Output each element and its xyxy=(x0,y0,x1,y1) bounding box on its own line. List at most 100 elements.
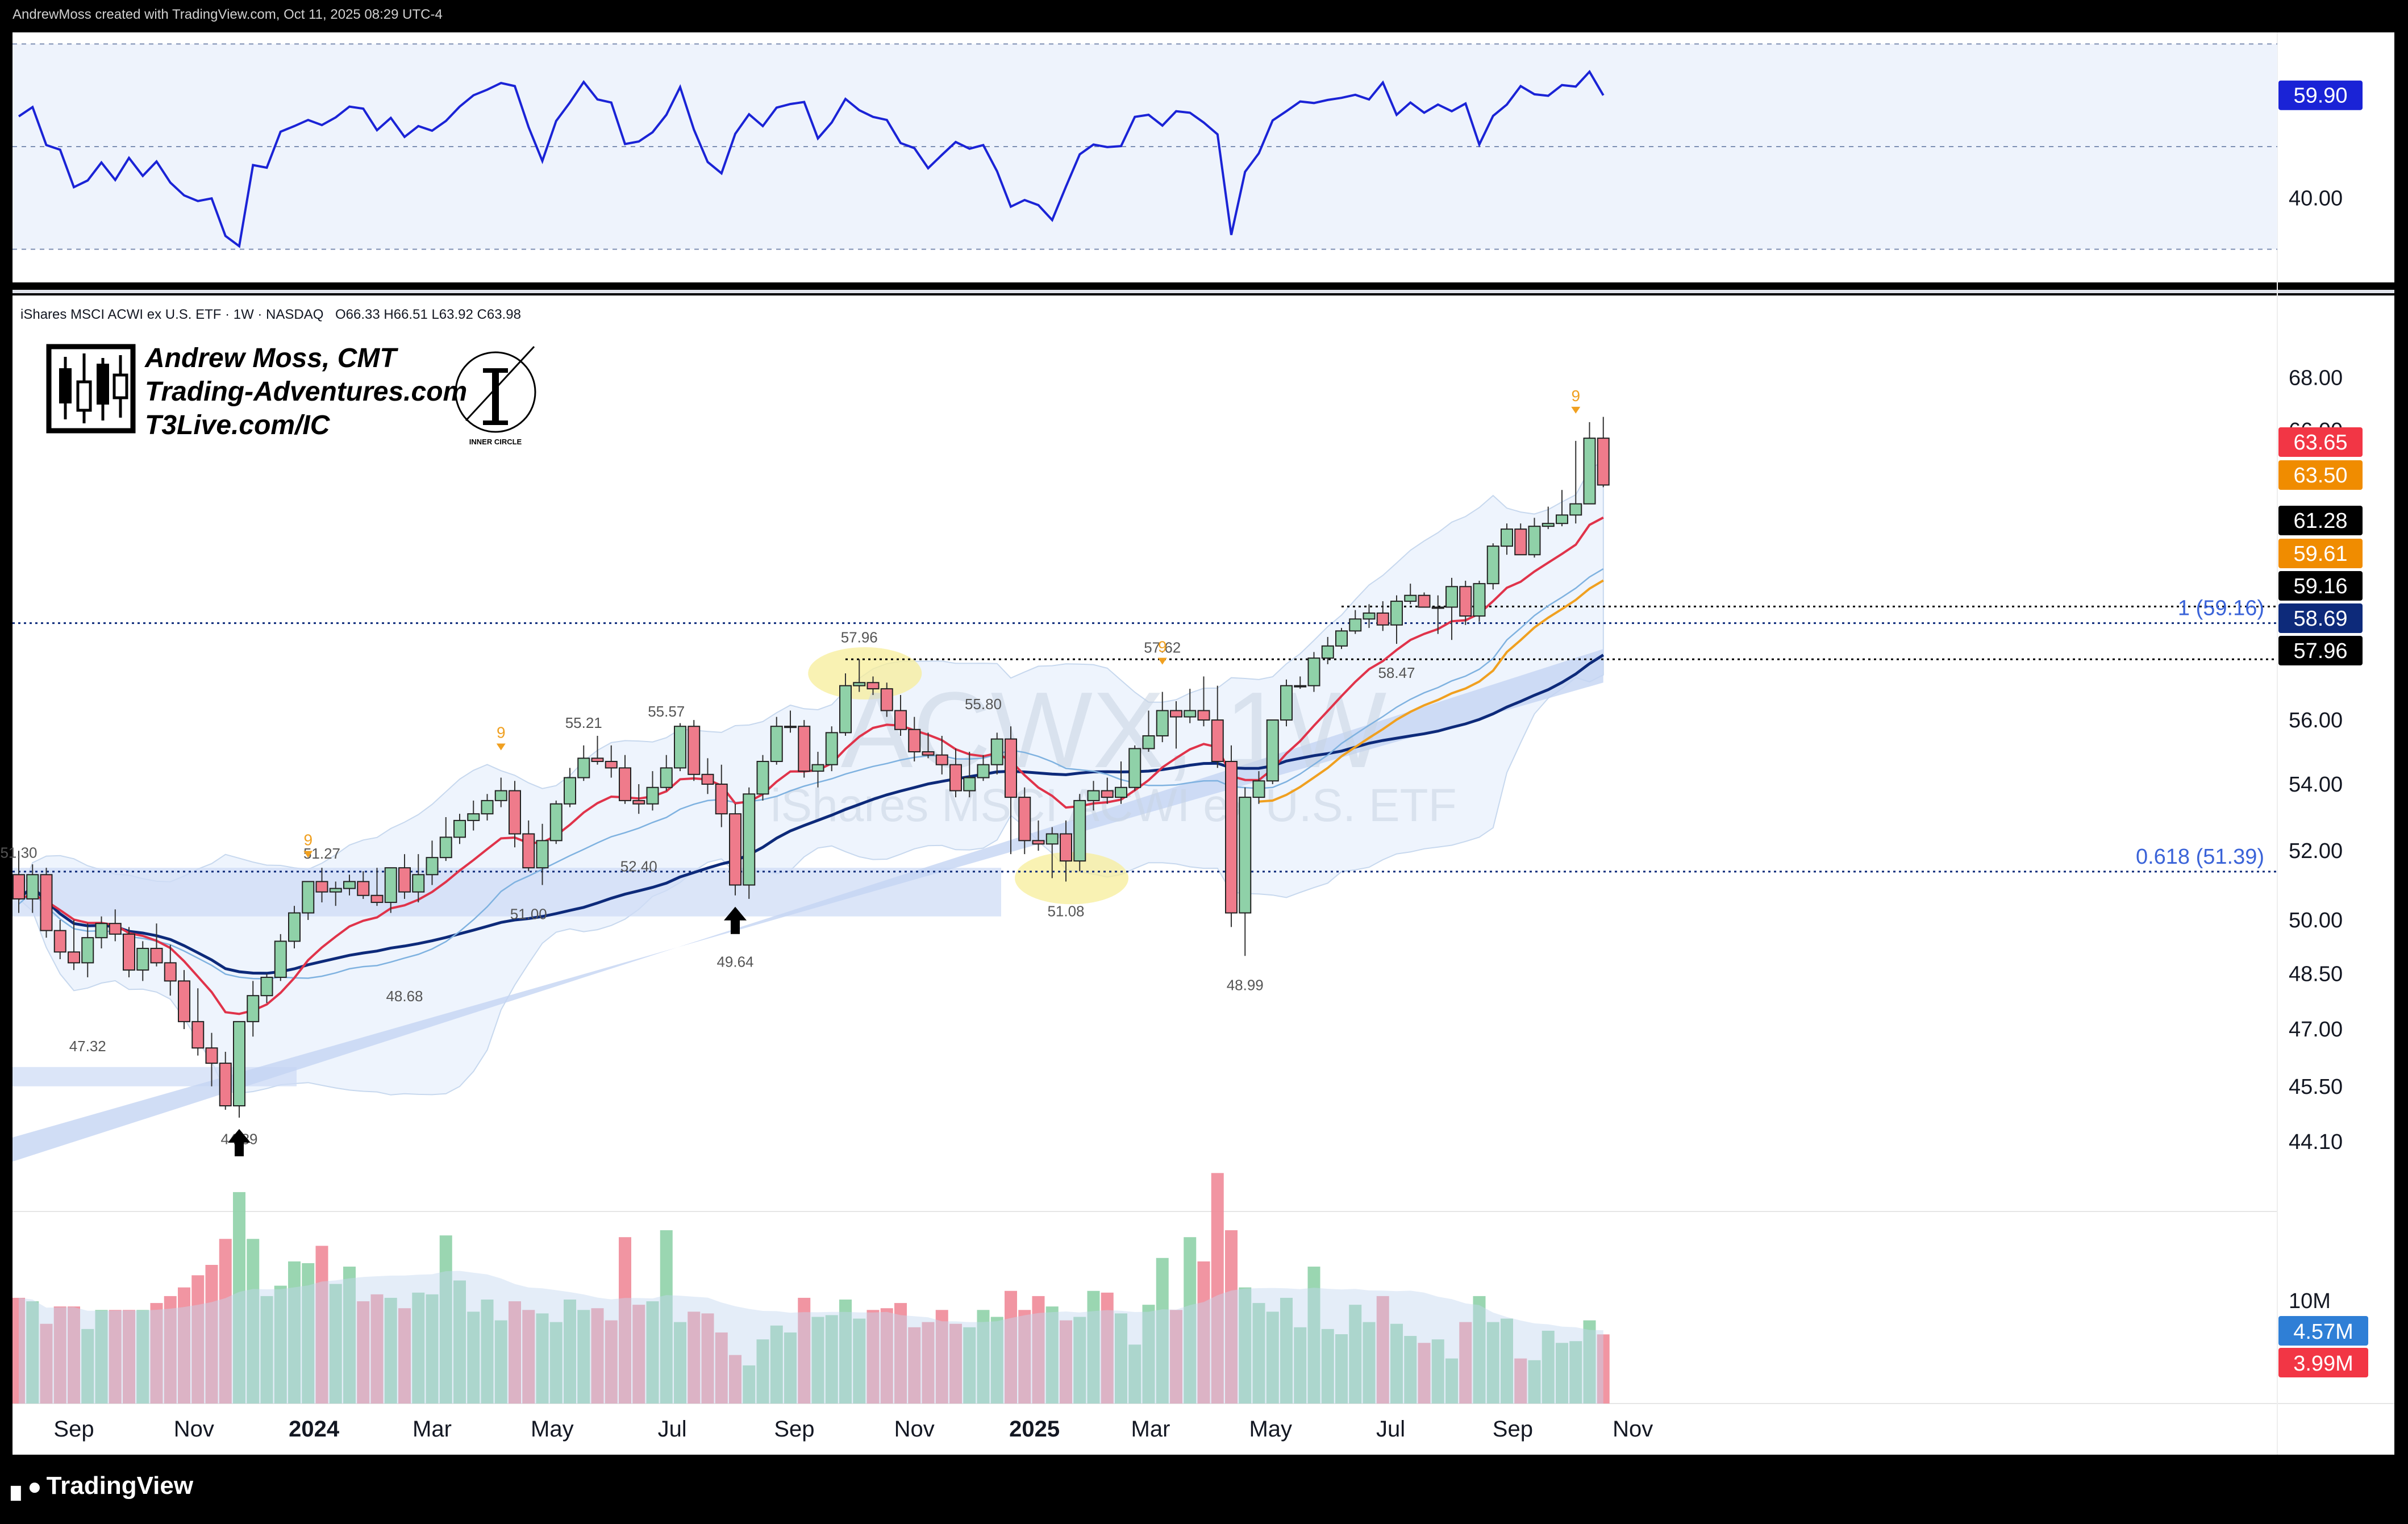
candle-down xyxy=(922,751,935,756)
volume-bar xyxy=(811,1317,824,1404)
candle-up xyxy=(1445,586,1458,608)
price-tag-label: 59.61 xyxy=(2293,542,2347,566)
candle-up xyxy=(977,764,990,778)
volume-bar xyxy=(605,1320,618,1404)
candle-down xyxy=(315,881,328,893)
candle-up xyxy=(260,976,273,997)
volume-bar xyxy=(1501,1318,1513,1404)
price-annotation: 48.68 xyxy=(386,988,423,1005)
volume-bar xyxy=(619,1237,631,1404)
time-axis-label: Mar xyxy=(1131,1417,1170,1442)
candle-down xyxy=(109,923,122,935)
volume-bar xyxy=(1142,1305,1155,1404)
td-sequential-label: 9 xyxy=(497,724,506,742)
candle-up xyxy=(1583,438,1596,505)
volume-bar xyxy=(674,1322,686,1404)
volume-bar xyxy=(164,1296,177,1404)
volume-bar xyxy=(315,1246,328,1404)
volume-bar xyxy=(509,1301,521,1404)
candle-down xyxy=(894,710,907,730)
volume-bar xyxy=(549,1322,563,1404)
candle-down xyxy=(605,761,618,769)
brand-name: Andrew Moss, CMT xyxy=(144,343,398,373)
time-axis-label: Jul xyxy=(658,1417,687,1442)
volume-bar xyxy=(564,1300,576,1404)
price-annotation: 57.62 xyxy=(1144,639,1181,656)
volume-bar xyxy=(1583,1320,1596,1404)
annotations-layer: 51.3047.3244.8951.2748.6851.0055.2152.40… xyxy=(0,387,1581,1156)
candle-up xyxy=(1266,719,1279,782)
buy-arrow-icon xyxy=(724,906,747,934)
volume-bar xyxy=(646,1301,659,1404)
candle-up xyxy=(494,790,507,801)
candle-up xyxy=(564,777,576,805)
candle-down xyxy=(164,962,177,982)
volume-bar xyxy=(205,1265,218,1404)
candle-down xyxy=(701,773,714,785)
volume-bar xyxy=(1404,1336,1417,1404)
rsi-last-value-tag xyxy=(2278,80,2363,110)
volume-bar xyxy=(1473,1296,1486,1404)
candle-down xyxy=(370,894,384,903)
volume-bar xyxy=(1101,1292,1114,1404)
candle-down xyxy=(1170,710,1182,718)
candle-up xyxy=(467,813,480,821)
volume-bar xyxy=(1115,1313,1127,1404)
volume-bar xyxy=(1349,1305,1362,1404)
volume-bar xyxy=(150,1303,163,1404)
candle-down xyxy=(715,784,728,815)
volume-bar xyxy=(1087,1290,1100,1404)
bollinger-band-fill xyxy=(18,459,1604,1096)
volume-bar xyxy=(1045,1306,1059,1404)
candle-down xyxy=(1514,528,1527,556)
candle-down xyxy=(1459,586,1472,617)
fib-level-label: 0.618 (51.39) xyxy=(2136,845,2264,869)
volume-bar xyxy=(95,1310,108,1404)
td-sequential-arrow-icon xyxy=(303,851,313,858)
candle-up xyxy=(1142,735,1155,749)
candle-up xyxy=(1128,748,1141,788)
candle-up xyxy=(660,767,673,788)
volume-bar xyxy=(288,1261,301,1404)
price-tick-label: 52.00 xyxy=(2289,839,2343,863)
candle-up xyxy=(1473,583,1486,617)
volume-bar xyxy=(688,1311,701,1404)
watermark-name: iShares MSCI ACWI ex U.S. ETF xyxy=(770,780,1456,831)
volume-bar xyxy=(1418,1343,1431,1404)
volume-bar xyxy=(1005,1290,1017,1404)
volume-bar xyxy=(40,1323,53,1404)
candle-up xyxy=(136,948,149,971)
candle-down xyxy=(1101,790,1114,798)
volume-bar xyxy=(1294,1327,1307,1404)
branding-block: Andrew Moss, CMT Trading-Adventures.com … xyxy=(46,343,536,446)
volume-bar xyxy=(935,1310,948,1404)
candle-down xyxy=(40,874,53,931)
volume-bar xyxy=(660,1230,673,1404)
watermark-symbol: ACWX, 1W xyxy=(841,670,1387,790)
candle-up xyxy=(1307,657,1320,686)
volume-bar xyxy=(370,1294,384,1404)
volume-bar xyxy=(1266,1311,1279,1404)
candle-down xyxy=(1225,761,1238,914)
volume-bar xyxy=(743,1365,756,1404)
candle-up xyxy=(288,912,301,942)
time-axis-label: Nov xyxy=(1613,1417,1653,1442)
volume-bar xyxy=(591,1308,604,1404)
volume-bar xyxy=(715,1332,728,1404)
volume-bar xyxy=(1239,1287,1252,1404)
candle-down xyxy=(729,813,741,886)
sma-orange-line xyxy=(1259,579,1604,803)
price-annotation: 55.21 xyxy=(565,714,602,731)
volume-bar xyxy=(260,1296,273,1404)
candle-up xyxy=(1239,797,1252,914)
candle-up xyxy=(1321,645,1334,659)
volume-scale-label: 10M xyxy=(2289,1289,2331,1313)
candle-up xyxy=(1045,833,1059,845)
candle-up xyxy=(1294,685,1307,688)
time-axis-label: 2024 xyxy=(289,1417,340,1442)
volume-bar xyxy=(756,1339,769,1404)
volume-bar xyxy=(1032,1296,1045,1404)
candle-up xyxy=(26,874,39,900)
svg-text:INNER CIRCLE: INNER CIRCLE xyxy=(469,438,522,446)
